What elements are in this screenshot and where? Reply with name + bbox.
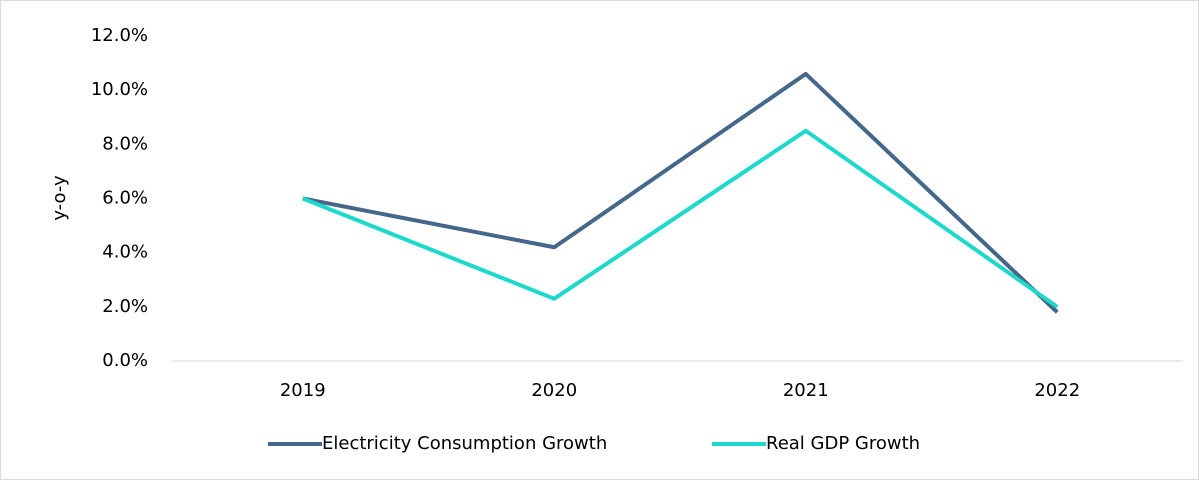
y-tick-label: 0.0% — [102, 350, 148, 371]
y-tick-label: 2.0% — [102, 296, 148, 317]
y-tick-label: 10.0% — [91, 79, 148, 100]
legend-label: Electricity Consumption Growth — [322, 433, 607, 454]
x-tick-label: 2021 — [783, 380, 829, 401]
y-tick-label: 4.0% — [102, 242, 148, 263]
y-axis-label: y-o-y — [49, 175, 70, 221]
x-tick-label: 2020 — [531, 380, 577, 401]
series-line — [302, 71, 1059, 314]
x-tick-label: 2022 — [1034, 380, 1080, 401]
x-tick-label: 2019 — [280, 380, 326, 401]
series-line — [302, 128, 1059, 309]
y-tick-label: 8.0% — [102, 133, 148, 154]
legend-label: Real GDP Growth — [766, 433, 920, 454]
y-tick-label: 12.0% — [91, 25, 148, 46]
y-tick-label: 6.0% — [102, 188, 148, 209]
